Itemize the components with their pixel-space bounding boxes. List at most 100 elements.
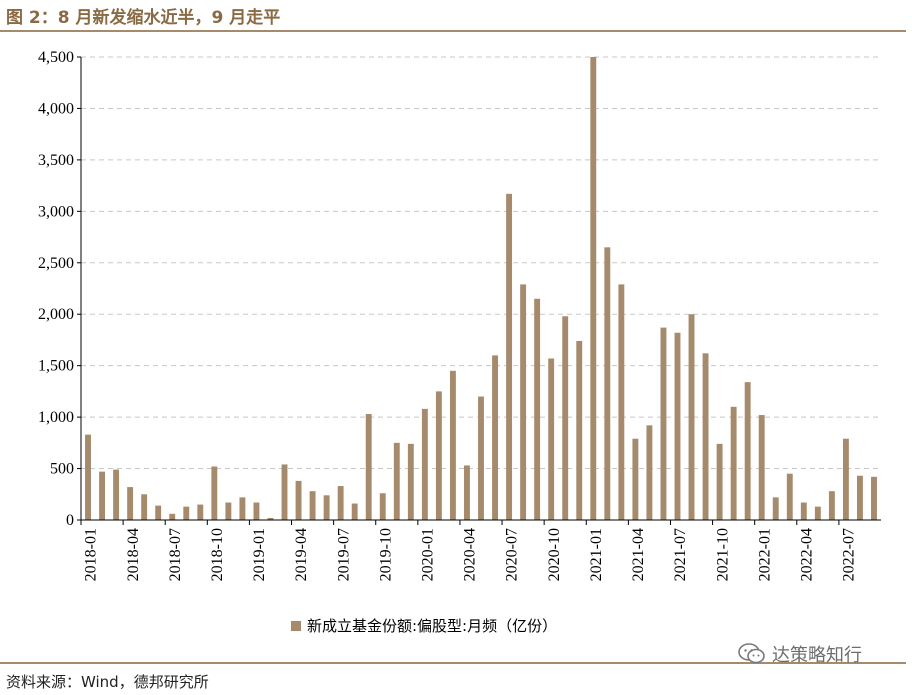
bar [674,332,681,520]
bar [744,382,751,520]
bar [758,415,765,520]
y-tick-label: 3,500 [38,152,74,169]
bar [786,473,793,520]
bar [772,497,779,520]
bar [155,505,162,520]
bar [281,464,288,520]
bar [393,442,400,520]
x-tick-label: 2019-10 [377,528,394,581]
legend: 新成立基金份额:偏股型:月频（亿份） [291,617,557,635]
bar [421,408,428,520]
bar [407,443,414,520]
bar [688,314,695,520]
x-tick-label: 2022-04 [798,528,815,581]
bar-series [85,57,877,520]
x-tick-label: 2018-04 [125,528,142,581]
bar [365,414,372,520]
x-axis-ticks: 2018-01 2018-04 2018-07 2018-10 2019-01 2019-… [80,520,858,581]
x-tick-label: 2019-01 [251,528,268,581]
x-tick-label: 2018-01 [83,528,100,581]
bar [842,438,849,520]
x-tick-label: 2020-04 [462,528,479,581]
watermark: 达策略知行 [738,641,862,667]
x-tick-label: 2021-01 [588,528,605,581]
legend-label: 新成立基金份额:偏股型:月频（亿份） [307,617,557,635]
bar [576,340,583,520]
x-tick-label: 2020-07 [504,528,521,581]
bar [730,406,737,520]
x-tick-label: 2020-10 [546,528,563,581]
y-tick-label: 2,500 [38,255,74,272]
bar [604,247,611,520]
bar [590,57,597,520]
bar [716,443,723,520]
y-tick-label: 4,000 [38,100,74,117]
x-tick-label: 2021-04 [630,528,647,581]
bar [871,476,877,520]
y-tick-label: 2,000 [38,306,74,323]
bar [449,370,456,520]
x-tick-label: 2018-10 [209,528,226,581]
bar [646,425,653,520]
bar [632,438,639,520]
bar [828,491,835,520]
bar [351,503,358,520]
x-tick-label: 2021-10 [714,528,731,581]
bar [197,504,204,520]
bottom-rule [0,662,906,664]
wechat-icon [738,643,765,664]
x-tick-label: 2020-01 [420,528,437,581]
bar [660,327,667,520]
bar [814,506,821,520]
bar [478,396,484,520]
watermark-text: 达策略知行 [772,645,862,666]
y-axis-ticks: 0 500 1,000 1,500 2,000 2,500 3,000 3,500 4,000 4… [38,49,81,529]
source-note: 资料来源：Wind，德邦研究所 [6,673,209,691]
y-tick-label: 1,500 [38,358,74,375]
bar [520,284,527,520]
y-tick-label: 500 [50,461,74,478]
bar [99,471,105,520]
bar [295,480,302,520]
bar [548,358,555,520]
bar [379,493,386,520]
y-tick-label: 3,000 [38,203,74,220]
legend-swatch [291,621,301,631]
x-tick-label: 2018-07 [167,528,184,581]
bar [534,298,541,520]
bar-chart: 0 500 1,000 1,500 2,000 2,500 3,000 3,500 4,000 4… [38,49,881,635]
bar [800,502,807,520]
bar [211,466,218,520]
bar [169,513,176,520]
bar [464,465,470,520]
bar [225,502,232,520]
bar [85,434,91,520]
x-tick-label: 2021-07 [672,528,689,581]
bar [506,193,513,520]
bar [127,487,134,520]
bar [141,494,148,520]
bar [253,502,260,520]
top-rule [0,30,906,32]
bar [323,495,330,520]
x-tick-label: 2019-07 [335,528,352,581]
bar [435,391,442,520]
axes [80,57,881,521]
bar [562,316,569,520]
figure-title: 图 2：8 月新发缩水近半，9 月走平 [6,8,281,28]
x-tick-label: 2022-07 [841,528,858,581]
bar [618,284,625,520]
bar [309,491,316,520]
bar [267,517,274,520]
x-tick-label: 2019-04 [293,528,310,581]
bar [702,353,709,520]
bar [857,475,863,520]
bar [492,355,498,520]
bar [183,506,190,520]
bar [113,469,120,520]
y-tick-label: 0 [66,512,74,529]
bar [239,497,246,520]
bar [337,486,344,520]
x-tick-label: 2022-01 [756,528,773,581]
y-tick-label: 1,000 [38,409,74,426]
